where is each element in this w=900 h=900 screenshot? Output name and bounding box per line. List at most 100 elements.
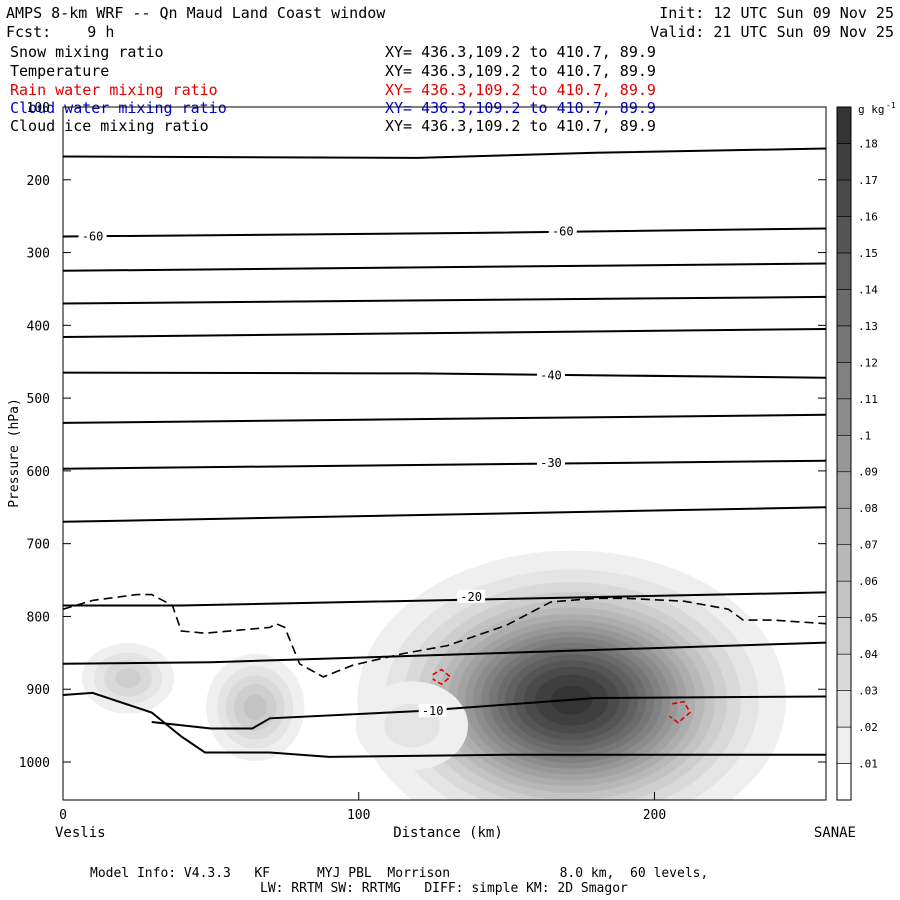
- field-xy: XY= 436.3,109.2 to 410.7, 89.9: [385, 99, 656, 117]
- colorbar-band: [836, 726, 852, 764]
- y-tick-label: 1000: [19, 756, 50, 771]
- colorbar-band: [836, 216, 852, 254]
- temperature-contour: [63, 506, 826, 523]
- contour-layer: -60 -60 -40 -30 -20 -10: [63, 147, 826, 758]
- colorbar-band: [836, 179, 852, 217]
- contour-label: -30: [540, 456, 562, 470]
- contour-label: -60: [552, 224, 574, 238]
- snow-band: [505, 653, 638, 747]
- y-tick-label: 500: [27, 392, 50, 407]
- snow-band: [104, 659, 153, 697]
- snow-shading: [81, 550, 786, 800]
- x-tick-label: 100: [347, 808, 370, 823]
- contour-label-bg: [536, 368, 565, 382]
- contour-label-bg: [548, 224, 577, 238]
- snow-band: [456, 620, 687, 781]
- snow-band: [416, 591, 727, 800]
- temperature-contour: [63, 295, 826, 305]
- snow-band: [473, 631, 671, 769]
- x-left-label: Veslis: [55, 825, 106, 841]
- snow-band: [243, 694, 267, 721]
- temperature-contour: [63, 147, 826, 159]
- temperature-contour: [63, 459, 826, 470]
- colorbar-tick-label: .16: [858, 210, 878, 223]
- colorbar: .01 .02 .03 .04 .05 .06 .07 .08 .09 .1 .11 .12 .13 .1…: [836, 101, 896, 801]
- snow-band: [481, 637, 663, 764]
- colorbar-tick-label: .09: [858, 466, 878, 479]
- colorbar-tick-label: .06: [858, 575, 878, 588]
- colorbar-band: [836, 106, 852, 144]
- rain-water-contour: [668, 700, 692, 724]
- snow-band: [217, 666, 294, 749]
- snow-band: [535, 674, 609, 726]
- header-fcst: Fcst: 9 h: [6, 23, 115, 41]
- y-tick-label: 600: [27, 465, 50, 480]
- cloud-ice-contour: [63, 593, 826, 678]
- header-init: Init: 12 UTC Sun 09 Nov 25: [659, 4, 894, 22]
- colorbar-tick-label: .18: [858, 137, 878, 150]
- colorbar-unit-exponent: -1: [886, 101, 896, 110]
- field-xy: XY= 436.3,109.2 to 410.7, 89.9: [385, 81, 656, 99]
- field-name: Temperature: [10, 62, 110, 80]
- snow-blob: [357, 550, 786, 800]
- colorbar-tick-label: .15: [858, 247, 878, 260]
- snow-band: [384, 703, 440, 748]
- x-axis-label: Distance (km): [393, 825, 503, 841]
- colorbar-tick-label: .17: [858, 174, 878, 187]
- snow-band: [523, 666, 620, 734]
- snow-band: [233, 684, 277, 731]
- colorbar-band: [836, 325, 852, 363]
- contour-label: -10: [422, 704, 444, 718]
- snow-band: [384, 569, 759, 800]
- x-tick-label: 0: [59, 808, 67, 823]
- snow-band: [497, 648, 647, 753]
- temperature-contour: [63, 591, 826, 607]
- colorbar-band: [836, 143, 852, 181]
- temperature-contour: [63, 262, 826, 272]
- contour-label: -20: [460, 590, 482, 604]
- snow-band: [514, 660, 630, 741]
- snow-band: [550, 685, 593, 715]
- colorbar-frame: [836, 106, 852, 801]
- y-tick-label: 700: [27, 538, 50, 553]
- colorbar-band: [836, 580, 852, 618]
- colorbar-band: [836, 544, 852, 582]
- contour-label: -40: [540, 369, 562, 383]
- snow-band: [447, 613, 696, 787]
- snow-band: [465, 625, 679, 775]
- temperature-contour: [63, 371, 826, 379]
- snow-band: [489, 642, 655, 758]
- x-right-label: SANAE: [814, 825, 856, 841]
- snow-blob: [355, 681, 469, 770]
- colorbar-tick-label: .02: [858, 721, 878, 734]
- colorbar-band: [836, 507, 852, 545]
- temperature-contour: [63, 413, 826, 424]
- contour-label-bg: [457, 589, 486, 603]
- snow-band: [81, 642, 175, 714]
- x-tick-label: 200: [643, 808, 666, 823]
- footer-physics-info: LW: RRTM SW: RRTMG DIFF: simple KM: 2D S…: [260, 881, 628, 896]
- colorbar-band: [836, 690, 852, 728]
- colorbar-band: [836, 252, 852, 290]
- field-xy: XY= 436.3,109.2 to 410.7, 89.9: [385, 62, 656, 80]
- colorbar-band: [836, 434, 852, 473]
- field-xy: XY= 436.3,109.2 to 410.7, 89.9: [385, 43, 656, 61]
- colorbar-tick-label: .08: [858, 502, 878, 515]
- temperature-contour: [151, 695, 826, 730]
- colorbar-band: [836, 653, 852, 691]
- header-valid: Valid: 21 UTC Sun 09 Nov 25: [650, 23, 894, 41]
- snow-band: [94, 652, 162, 705]
- colorbar-band: [836, 289, 852, 327]
- rain-water-contour: [432, 668, 452, 686]
- colorbar-band: [836, 763, 852, 801]
- colorbar-unit: g kg: [858, 103, 885, 116]
- colorbar-tick-label: .05: [858, 612, 878, 625]
- colorbar-tick-label: .13: [858, 320, 878, 333]
- snow-band: [355, 681, 469, 770]
- contour-label-bg: [78, 229, 107, 243]
- field-name: Cloud water mixing ratio: [10, 99, 227, 117]
- plot-frame: [62, 106, 827, 801]
- field-name: Rain water mixing ratio: [10, 81, 218, 99]
